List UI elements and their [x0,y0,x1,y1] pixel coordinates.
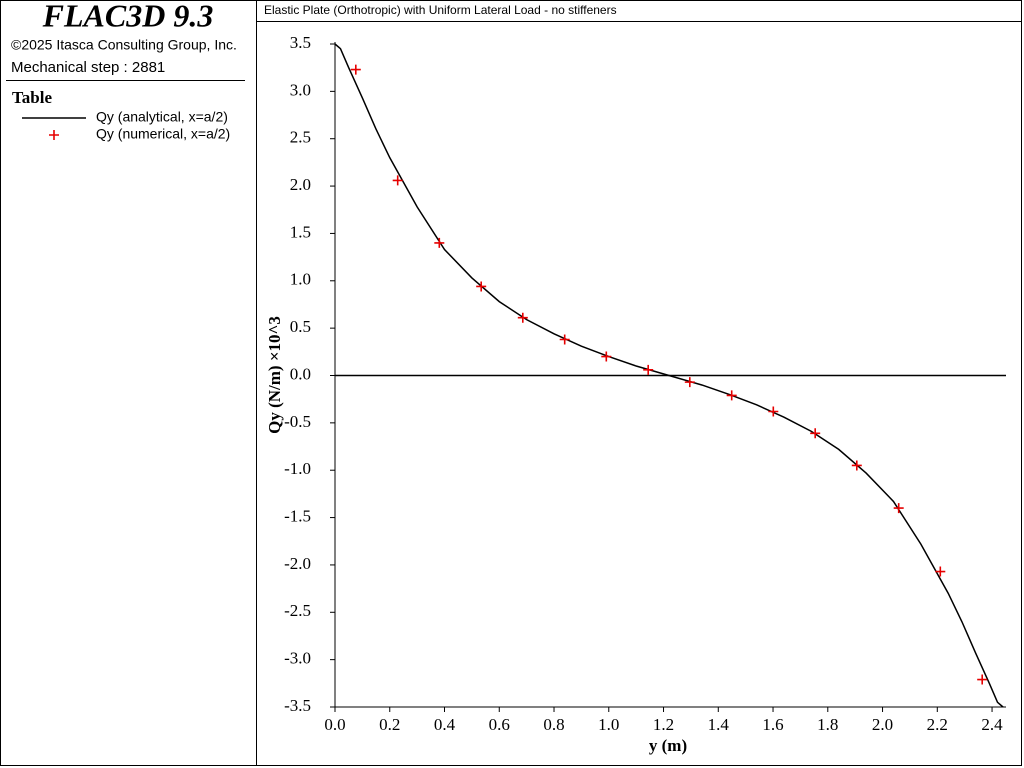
x-tick-label: 0.4 [434,715,456,734]
x-axis-label: y (m) [649,736,687,755]
y-tick-label: 0.0 [290,364,311,383]
step-label: Mechanical step : 2881 [11,59,165,76]
y-tick-label: 1.5 [290,222,311,241]
product-title: FLAC3D 9.3 [42,0,214,33]
x-tick-label: 2.2 [927,715,948,734]
data-point [726,390,737,401]
y-tick-label: -1.0 [284,459,311,478]
data-point [935,566,946,577]
y-tick-label: -3.0 [284,649,311,668]
y-tick-label: -1.5 [284,506,311,525]
y-tick-label: -2.0 [284,554,311,573]
x-tick-label: 2.0 [872,715,893,734]
series-line [334,43,1004,708]
data-point [810,428,821,439]
data-point [601,351,612,362]
y-tick-label: 2.5 [290,128,311,147]
y-tick-label: -3.5 [284,696,311,715]
y-axis-label: Qy (N/m) ×10^3 [265,316,284,434]
data-point [476,281,487,292]
x-tick-label: 0.2 [379,715,400,734]
x-tick-label: 1.6 [762,715,783,734]
legend-title: Table [12,88,52,107]
y-tick-label: 3.0 [290,80,311,99]
x-tick-label: 0.0 [324,715,345,734]
x-tick-label: 1.0 [598,715,619,734]
data-point [684,377,695,388]
data-point [350,64,361,75]
y-tick-label: 2.0 [290,175,311,194]
x-tick-label: 1.2 [653,715,674,734]
data-point [768,406,779,417]
x-tick-label: 2.4 [981,715,1003,734]
y-tick-label: 0.5 [290,317,311,336]
y-tick-label: 3.5 [290,33,311,52]
data-point [977,674,988,685]
data-point [643,364,654,375]
data-point [392,175,403,186]
x-tick-label: 0.6 [489,715,510,734]
data-point [434,237,445,248]
x-tick-label: 1.4 [708,715,730,734]
data-point [893,503,904,514]
legend-swatch [49,130,59,140]
chart-title: Elastic Plate (Orthotropic) with Uniform… [264,3,617,17]
data-point [559,334,570,345]
x-tick-label: 1.8 [817,715,838,734]
legend-label: Qy (analytical, x=a/2) [96,109,228,125]
data-point [517,312,528,323]
copyright: ©2025 Itasca Consulting Group, Inc. [11,37,237,53]
y-tick-label: -0.5 [284,412,311,431]
y-tick-label: -2.5 [284,601,311,620]
x-tick-label: 0.8 [543,715,564,734]
data-point [851,460,862,471]
y-tick-label: 1.0 [290,270,311,289]
legend-label: Qy (numerical, x=a/2) [96,126,230,142]
